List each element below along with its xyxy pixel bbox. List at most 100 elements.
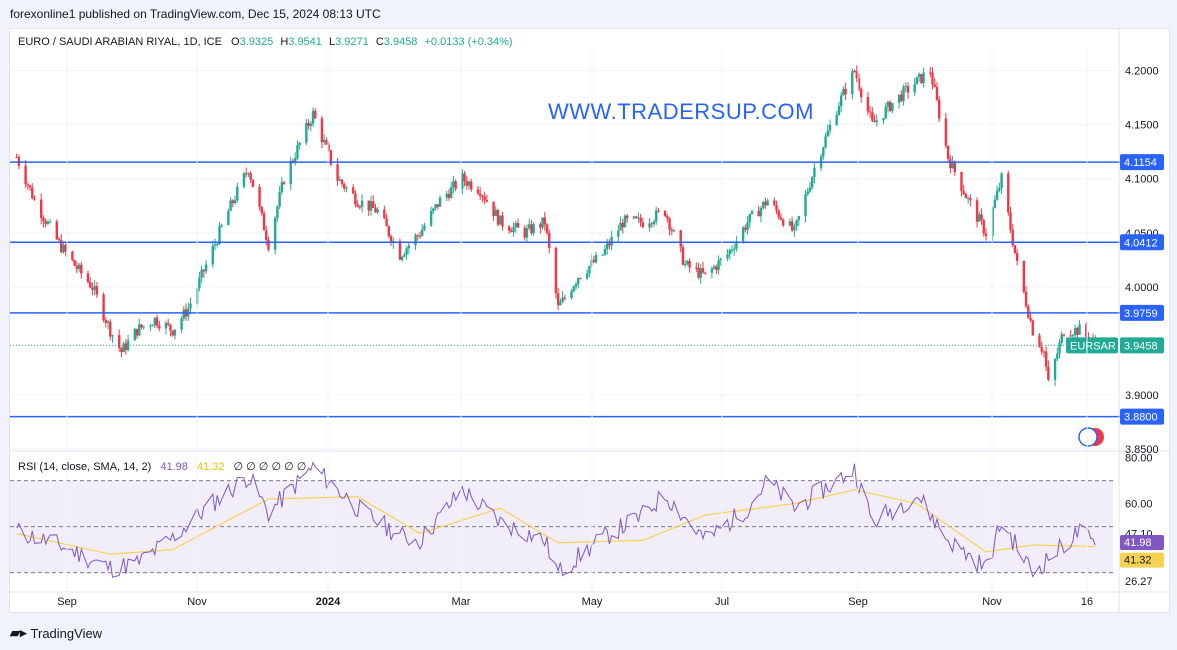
candle-body <box>541 217 544 228</box>
candle-body <box>1024 291 1028 307</box>
candle-body <box>15 157 18 159</box>
level-label-box <box>1120 154 1164 171</box>
candle-body <box>726 254 729 259</box>
candle-body <box>648 223 651 228</box>
candle-body <box>48 221 52 223</box>
candle-body <box>1031 320 1034 336</box>
candle-body <box>445 193 448 198</box>
level-label-box <box>1120 304 1164 321</box>
candle-body <box>788 221 792 226</box>
candle-body <box>1015 253 1019 261</box>
tradingview-brand: ▰▸ TradingView <box>10 625 102 641</box>
candle-body <box>62 244 65 253</box>
candle-body <box>320 118 324 143</box>
candle-body <box>289 160 292 185</box>
candle-body <box>244 173 248 175</box>
candle-body <box>741 227 745 242</box>
candle-body <box>251 179 255 187</box>
candle-body <box>548 233 551 249</box>
candle-body <box>960 171 963 192</box>
candle-body <box>657 210 660 212</box>
candle-body <box>485 200 489 202</box>
candle-body <box>434 204 437 209</box>
rsi-sma-value: 41.32 <box>196 461 225 473</box>
candle-body <box>1007 173 1010 213</box>
candle-body <box>1073 327 1077 336</box>
time-tick-label: 2024 <box>316 596 341 608</box>
candle-body <box>1013 245 1017 254</box>
candle-body <box>757 211 760 217</box>
candle-body <box>902 87 905 102</box>
candle-body <box>262 213 266 231</box>
candle-body <box>610 236 613 246</box>
candle-body <box>267 240 270 250</box>
candle-body <box>182 309 186 319</box>
candle-body <box>314 110 317 119</box>
candle-body <box>407 245 411 249</box>
candle-body <box>280 182 284 193</box>
candle-body <box>683 264 687 266</box>
candle-body <box>964 194 968 199</box>
candle-body <box>153 317 157 326</box>
candle-body <box>33 198 36 200</box>
rsi-label: RSI (14, close, SMA, 14, 2) <box>18 461 152 473</box>
candle-body <box>670 229 673 232</box>
candle-body <box>572 286 575 292</box>
candle-body <box>220 225 223 227</box>
low-value: 3.9271 <box>335 36 369 48</box>
candle-body <box>933 84 936 87</box>
candle-body <box>140 324 143 328</box>
candle-body <box>764 201 767 206</box>
price-tick-label: 4.0000 <box>1125 282 1159 294</box>
candle-body <box>523 227 526 238</box>
candle-body <box>216 244 219 246</box>
candle-body <box>1009 212 1012 230</box>
candle-body <box>672 230 676 232</box>
candle-body <box>450 186 453 198</box>
candle-body <box>231 200 235 203</box>
candle-body <box>929 72 932 74</box>
candle-body <box>311 110 315 124</box>
candle-body <box>826 130 829 137</box>
price-tick-label: 3.8500 <box>1125 444 1159 456</box>
candle-body <box>109 321 112 337</box>
candle-body <box>120 347 123 353</box>
candle-body <box>229 200 232 211</box>
candle-body <box>891 102 894 112</box>
candle-body <box>855 71 858 79</box>
rsi-tick-label: 26.27 <box>1125 576 1153 588</box>
candle-body <box>835 115 838 125</box>
candle-body <box>80 264 83 274</box>
candle-body <box>423 225 426 230</box>
candle-body <box>372 201 375 208</box>
candle-body <box>545 224 549 234</box>
candle-body <box>86 273 90 283</box>
candle-body <box>639 217 642 223</box>
price-tick-label: 4.2000 <box>1125 66 1159 78</box>
candle-body <box>793 226 796 231</box>
candle-body <box>273 217 277 250</box>
candle-body <box>278 192 281 207</box>
candle-body <box>1042 351 1046 353</box>
candle-body <box>356 204 359 207</box>
candle-body <box>233 200 237 203</box>
candle-body <box>1053 359 1057 380</box>
candle-body <box>554 248 558 294</box>
candle-body <box>1044 351 1048 367</box>
candle-body <box>414 235 417 246</box>
candle-body <box>470 181 473 190</box>
rsi-tick-label: 80.00 <box>1125 453 1153 465</box>
candle-body <box>374 207 377 213</box>
candle-body <box>937 99 941 119</box>
candle-body <box>77 264 81 270</box>
candle-body <box>579 278 582 280</box>
chart-canvas[interactable]: 3.85003.90004.00004.05004.10004.15004.20… <box>10 29 1169 612</box>
chart-frame[interactable]: 3.8500 3.9000 4.0000 4.0500 4.1000 4.1500 4.20… <box>9 28 1170 613</box>
candle-body <box>748 213 751 223</box>
candle-body <box>913 84 916 93</box>
time-tick-label: Sep <box>848 596 868 608</box>
candle-body <box>1047 366 1050 380</box>
rsi-legend: RSI (14, close, SMA, 14, 2) 41.98 41.32 … <box>18 460 306 473</box>
candle-body <box>39 199 43 218</box>
candle-body <box>276 206 279 218</box>
